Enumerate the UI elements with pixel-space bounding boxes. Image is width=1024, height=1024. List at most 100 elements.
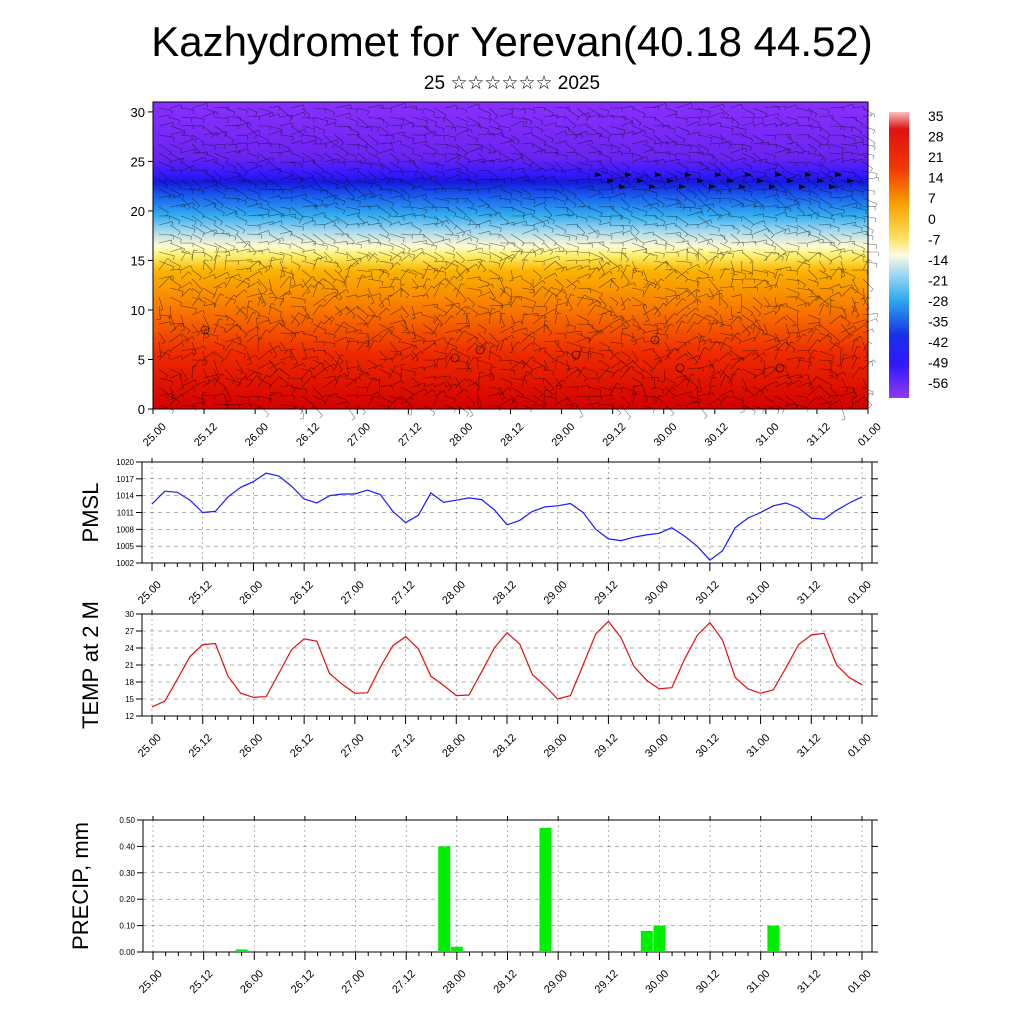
x-tick-label: 30.00 xyxy=(643,968,671,996)
x-tick-label: 29.12 xyxy=(601,421,629,449)
x-tick-label: 25.12 xyxy=(192,421,220,449)
colorbar-label: -35 xyxy=(928,314,948,330)
x-tick-label: 01.00 xyxy=(846,579,874,607)
calm-circle xyxy=(571,350,581,360)
x-tick-label: 29.00 xyxy=(542,579,570,607)
precip-bar xyxy=(539,827,552,952)
x-tick-label: 26.00 xyxy=(237,579,265,607)
wind-flag xyxy=(697,178,704,183)
x-tick-label: 29.12 xyxy=(593,968,621,996)
wind-barbs xyxy=(156,103,880,421)
x-tick-label: 31.12 xyxy=(795,579,823,607)
y-tick-label: 1008 xyxy=(116,525,134,534)
colorbar xyxy=(889,112,909,398)
x-tick-label: 31.00 xyxy=(744,732,772,760)
wind-flag xyxy=(739,184,746,189)
x-tick-label: 25.12 xyxy=(187,579,215,607)
x-tick-label: 29.00 xyxy=(542,968,570,996)
y-tick-label: 0.20 xyxy=(119,895,135,904)
x-tick-label: 29.12 xyxy=(592,579,620,607)
x-tick-label: 01.00 xyxy=(856,421,884,449)
wind-flag xyxy=(619,184,626,189)
wind-flag xyxy=(667,178,674,183)
y-tick-label: 0.40 xyxy=(119,842,135,851)
x-tick-label: 27.00 xyxy=(339,579,367,607)
wind-flag xyxy=(727,178,734,183)
x-tick-label: 30.00 xyxy=(652,421,680,449)
x-tick-label: 31.00 xyxy=(745,968,773,996)
x-tick-label: 29.12 xyxy=(592,732,620,760)
precipitation-panel: 0.00 0.10 0.20 0.30 0.40 0.50 25.00 25.12 26.00 2… xyxy=(68,816,878,996)
x-tick-label: 28.00 xyxy=(440,579,468,607)
x-tick-label: 31.12 xyxy=(805,421,833,449)
wind-flag xyxy=(607,178,614,183)
x-tick-label: 25.00 xyxy=(137,968,165,996)
x-tick-label: 28.00 xyxy=(440,732,468,760)
colorbar-label: 28 xyxy=(928,129,944,145)
x-tick-label: 26.00 xyxy=(243,421,271,449)
wind-flag xyxy=(715,172,722,177)
colorbar-label: -49 xyxy=(928,355,948,371)
x-tick-label: 26.12 xyxy=(289,968,317,996)
chart-subtitle: 25 ☆☆☆☆☆☆ 2025 xyxy=(423,73,601,94)
wind-flag xyxy=(817,178,824,183)
y-tick-label: 27 xyxy=(125,627,134,636)
y-axis-title: PMSL xyxy=(78,483,103,543)
y-tick-label: 1002 xyxy=(116,559,134,568)
x-tick-label: 27.12 xyxy=(396,421,424,449)
wind-flag xyxy=(805,172,812,177)
wind-flag xyxy=(745,172,752,177)
x-tick-label: 01.00 xyxy=(846,732,874,760)
y-tick-label: 15 xyxy=(125,695,134,704)
x-tick-label: 31.12 xyxy=(795,732,823,760)
temperature-panel: 12 15 18 21 24 27 30 25.00 25.12 26.00 26.12 27.00 2… xyxy=(78,601,878,760)
colorbar-label: -14 xyxy=(928,252,948,268)
x-tick-label: 26.12 xyxy=(294,421,322,449)
wind-flag xyxy=(637,178,644,183)
x-tick-label: 28.12 xyxy=(491,968,519,996)
wind-flag xyxy=(787,178,794,183)
wind-flag xyxy=(847,178,854,183)
calm-circle xyxy=(675,363,685,373)
calm-circle xyxy=(650,335,660,345)
wind-flag xyxy=(835,172,842,177)
wind-flag xyxy=(685,172,692,177)
y-axis-title: PRECIP, mm xyxy=(68,822,93,950)
precip-bar xyxy=(640,930,653,952)
precip-bar xyxy=(767,925,780,952)
x-tick-label: 30.12 xyxy=(694,579,722,607)
colorbar-label: 7 xyxy=(928,190,936,206)
wind-flag xyxy=(775,172,782,177)
colorbar-label: 21 xyxy=(928,149,944,165)
y-tick-label: 0.30 xyxy=(119,869,135,878)
x-tick-label: 31.00 xyxy=(744,579,772,607)
colorbar-label: -56 xyxy=(928,375,948,391)
calm-circle xyxy=(775,363,785,373)
y-tick-label: 10 xyxy=(131,303,145,318)
x-tick-label: 25.12 xyxy=(188,968,216,996)
x-tick-label: 30.12 xyxy=(694,732,722,760)
wind-flag xyxy=(679,184,686,189)
x-tick-label: 26.00 xyxy=(237,732,265,760)
x-tick-label: 27.12 xyxy=(389,732,417,760)
y-tick-label: 1017 xyxy=(116,475,134,484)
y-tick-label: 18 xyxy=(125,678,134,687)
y-tick-label: 20 xyxy=(131,204,145,219)
x-tick-label: 25.00 xyxy=(141,421,169,449)
wind-flag xyxy=(829,184,836,189)
y-tick-label: 0.50 xyxy=(119,816,135,825)
y-tick-label: 1011 xyxy=(117,509,135,518)
colorbar-label: -21 xyxy=(928,272,948,288)
x-tick-label: 28.12 xyxy=(498,421,526,449)
wind-flag xyxy=(769,184,776,189)
x-tick-label: 28.00 xyxy=(447,421,475,449)
x-tick-label: 28.12 xyxy=(491,579,519,607)
x-tick-label: 26.12 xyxy=(288,732,316,760)
x-tick-label: 31.12 xyxy=(795,968,823,996)
temperature-line xyxy=(151,620,863,708)
colorbar-label: -7 xyxy=(928,231,941,247)
y-tick-label: 0 xyxy=(138,402,145,417)
y-tick-label: 15 xyxy=(131,253,145,268)
x-tick-label: 30.12 xyxy=(703,421,731,449)
